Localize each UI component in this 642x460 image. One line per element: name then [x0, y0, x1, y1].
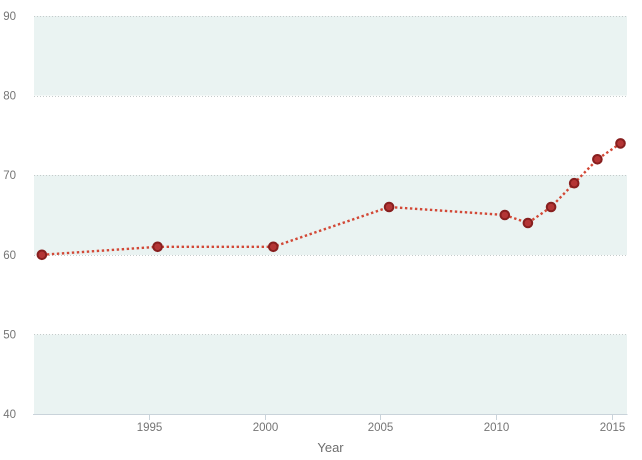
- y-tick-label: 60: [3, 250, 16, 262]
- y-tick-label: 90: [3, 11, 16, 23]
- x-tick-label: 2000: [253, 422, 279, 434]
- y-tick-label: 50: [3, 329, 16, 341]
- x-tick-label: 1995: [137, 422, 163, 434]
- data-point[interactable]: [522, 217, 534, 229]
- data-point[interactable]: [152, 241, 163, 253]
- y-tick-label: 80: [3, 91, 16, 103]
- x-tick-label: 2010: [484, 422, 510, 434]
- plot-band: [34, 16, 627, 96]
- data-point[interactable]: [592, 154, 603, 165]
- data-point[interactable]: [36, 249, 48, 261]
- data-point[interactable]: [568, 177, 580, 189]
- plot-band: [34, 334, 627, 414]
- data-point[interactable]: [383, 201, 395, 213]
- x-axis-title: Year: [317, 440, 344, 455]
- series-line: [41, 142, 622, 256]
- data-point[interactable]: [268, 241, 279, 253]
- y-tick-label: 40: [3, 409, 16, 421]
- data-point[interactable]: [615, 138, 626, 149]
- plot-band: [34, 175, 627, 255]
- data-point[interactable]: [545, 201, 557, 213]
- x-tick-label: 2015: [600, 422, 626, 434]
- data-point[interactable]: [499, 209, 511, 221]
- x-tick-label: 2005: [368, 422, 394, 434]
- y-tick-label: 70: [3, 170, 16, 182]
